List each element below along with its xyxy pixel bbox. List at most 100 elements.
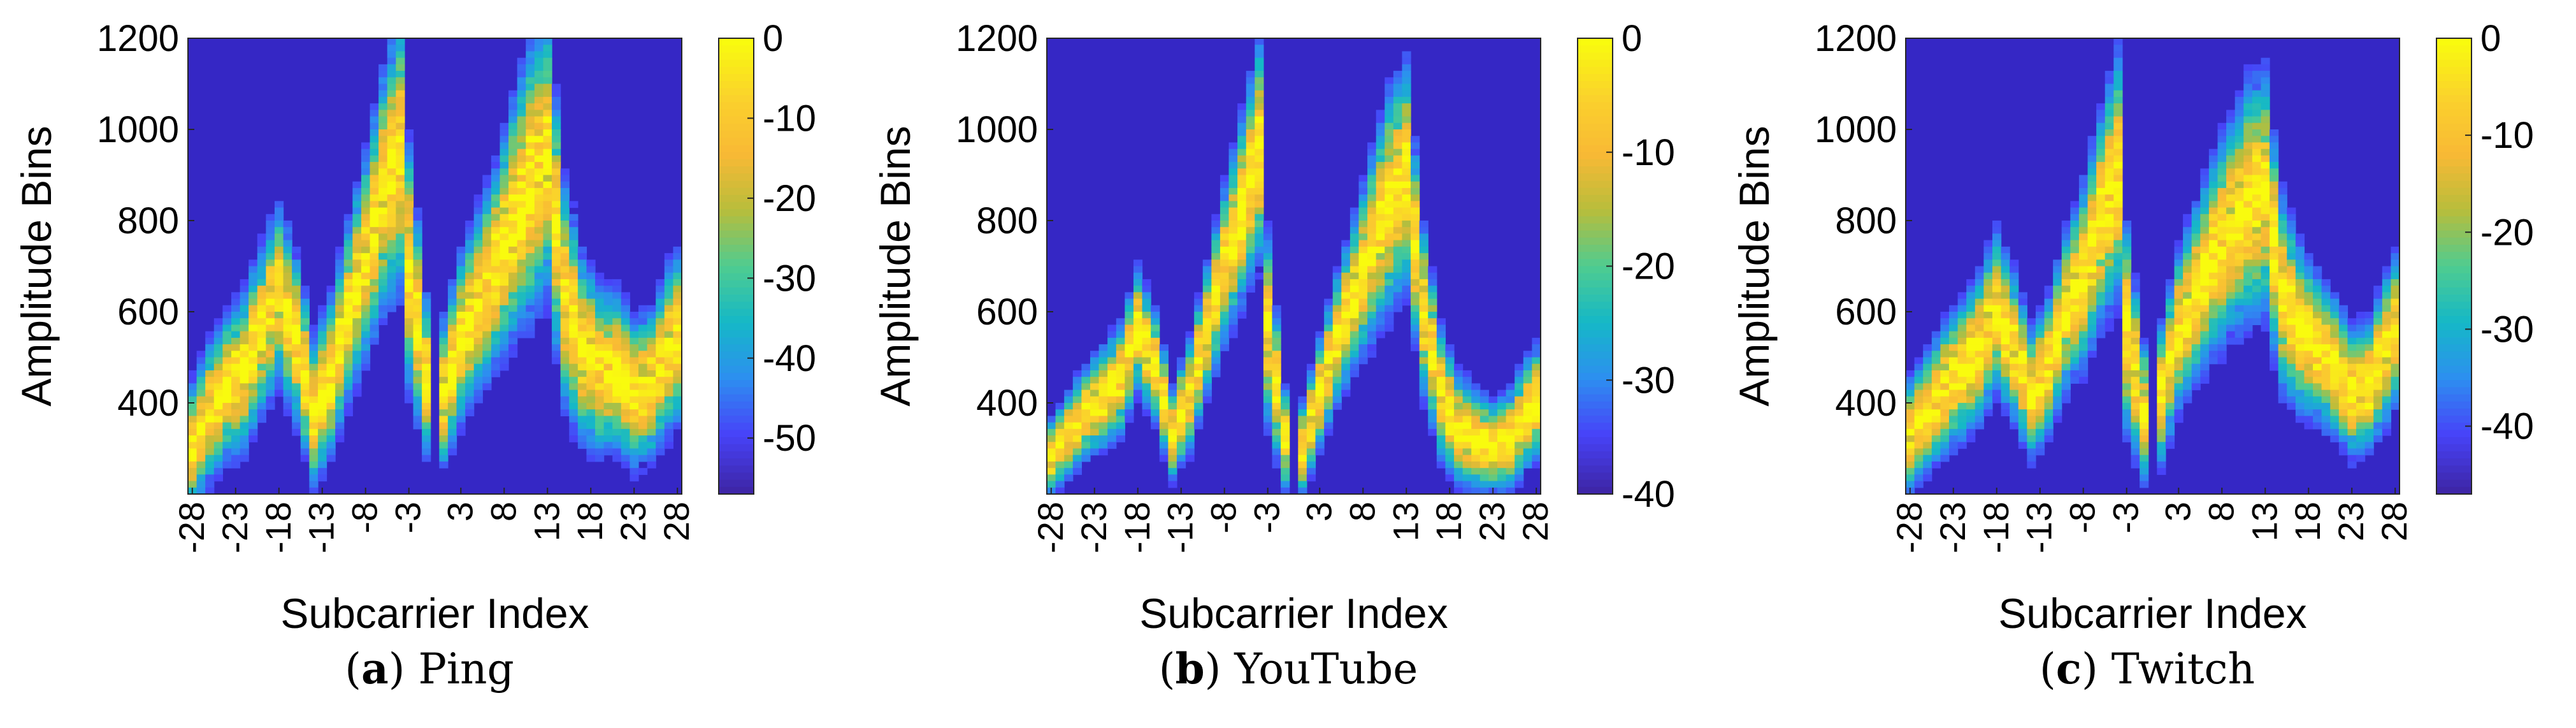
heatmap-cell xyxy=(1358,253,1368,260)
heatmap-cell xyxy=(560,201,570,208)
heatmap-cell xyxy=(2183,240,2192,247)
heatmap-cell xyxy=(2165,409,2175,417)
heatmap-cell xyxy=(2382,324,2392,332)
heatmap-cell xyxy=(2278,181,2287,189)
heatmap-cell xyxy=(1255,136,1264,143)
heatmap-cell xyxy=(1047,416,1056,423)
heatmap-cell xyxy=(1324,383,1334,391)
heatmap-cell xyxy=(274,279,284,286)
heatmap-cell xyxy=(370,279,379,286)
heatmap-cell xyxy=(2122,292,2132,300)
heatmap-cell xyxy=(1306,428,1316,436)
heatmap-cell xyxy=(1992,227,2002,235)
heatmap-cell xyxy=(2191,279,2201,286)
heatmap-cell xyxy=(1306,435,1316,442)
heatmap-cell xyxy=(500,363,509,371)
heatmap-cell xyxy=(1385,103,1394,110)
heatmap-cell xyxy=(1966,363,1976,371)
heatmap-cell xyxy=(1445,461,1455,469)
heatmap-cell xyxy=(500,240,509,247)
heatmap-cell xyxy=(2364,363,2374,371)
heatmap-cell xyxy=(630,351,639,358)
heatmap-cell xyxy=(534,221,544,228)
heatmap-cell xyxy=(2183,214,2192,221)
heatmap-cell xyxy=(335,377,345,384)
heatmap-cell xyxy=(361,266,371,273)
heatmap-cell xyxy=(1072,416,1082,423)
heatmap-cell xyxy=(465,331,475,339)
heatmap-cell xyxy=(292,286,301,293)
heatmap-cell xyxy=(2278,292,2287,300)
heatmap-cell xyxy=(664,351,674,358)
heatmap-cell xyxy=(1428,403,1437,410)
heatmap-cell xyxy=(1462,448,1472,456)
heatmap-cell xyxy=(2321,383,2331,391)
heatmap-cell xyxy=(317,409,327,417)
heatmap-cell xyxy=(2330,403,2340,410)
heatmap-cell xyxy=(2217,305,2227,312)
colorbar-segment xyxy=(2436,45,2472,54)
heatmap-cell xyxy=(1419,337,1428,345)
heatmap-cell xyxy=(188,416,198,423)
heatmap-cell xyxy=(543,214,552,221)
heatmap-cell xyxy=(2191,240,2201,247)
heatmap-cell xyxy=(2295,409,2305,417)
colorbar-segment xyxy=(719,472,754,481)
heatmap-cell xyxy=(2226,292,2236,300)
heatmap-cell xyxy=(422,324,431,332)
heatmap-cell xyxy=(240,324,249,332)
heatmap-cell xyxy=(638,416,648,423)
heatmap-cell xyxy=(1220,324,1230,332)
heatmap-cell xyxy=(213,422,223,430)
heatmap-cell xyxy=(630,344,639,351)
heatmap-cell xyxy=(1064,442,1074,449)
colorbar-segment xyxy=(2436,288,2472,295)
heatmap-cell xyxy=(317,389,327,397)
heatmap-cell xyxy=(1428,318,1437,326)
heatmap-cell xyxy=(1506,403,1515,410)
y-axis-label: Amplitude Bins xyxy=(1731,126,1778,406)
heatmap-cell xyxy=(534,90,544,98)
heatmap-cell xyxy=(222,389,232,397)
heatmap-cell xyxy=(2001,286,2010,293)
heatmap-cell xyxy=(1341,292,1351,300)
heatmap-cell xyxy=(396,51,405,59)
heatmap-cell xyxy=(1263,344,1273,351)
heatmap-cell xyxy=(2157,389,2166,397)
heatmap-cell xyxy=(1367,272,1377,280)
heatmap-cell xyxy=(1436,435,1446,442)
heatmap-cell xyxy=(2338,416,2349,423)
heatmap-cell xyxy=(396,279,405,286)
heatmap-cell xyxy=(257,389,266,397)
heatmap-cell xyxy=(2356,312,2366,319)
heatmap-cell xyxy=(482,370,492,377)
heatmap-cell xyxy=(1358,351,1368,358)
heatmap-cell xyxy=(1506,428,1515,436)
heatmap-cell xyxy=(188,370,198,377)
heatmap-cell xyxy=(1983,370,1993,377)
heatmap-cell xyxy=(2078,246,2089,254)
colorbar-segment xyxy=(719,73,754,82)
heatmap-cell xyxy=(1298,455,1307,462)
heatmap-cell xyxy=(2070,337,2080,345)
heatmap-cell xyxy=(2105,142,2114,150)
heatmap-cell xyxy=(1497,422,1507,430)
heatmap-cell xyxy=(2200,370,2210,377)
heatmap-cell xyxy=(352,351,362,358)
heatmap-cell xyxy=(439,455,449,462)
heatmap-cell xyxy=(603,318,613,326)
heatmap-cell xyxy=(2087,194,2097,201)
heatmap-cell xyxy=(1402,194,1411,201)
heatmap-cell xyxy=(1385,77,1394,85)
heatmap-cell xyxy=(2078,292,2089,300)
heatmap-cell xyxy=(343,403,353,410)
heatmap-cell xyxy=(1072,370,1082,377)
heatmap-cell xyxy=(447,279,457,286)
heatmap-cell xyxy=(1237,207,1247,215)
heatmap-cell xyxy=(621,428,631,436)
heatmap-cell xyxy=(404,175,414,182)
heatmap-cell xyxy=(2113,233,2123,241)
heatmap-cell xyxy=(2252,162,2262,169)
heatmap-cell xyxy=(1376,162,1385,169)
heatmap-cell xyxy=(1411,318,1420,326)
